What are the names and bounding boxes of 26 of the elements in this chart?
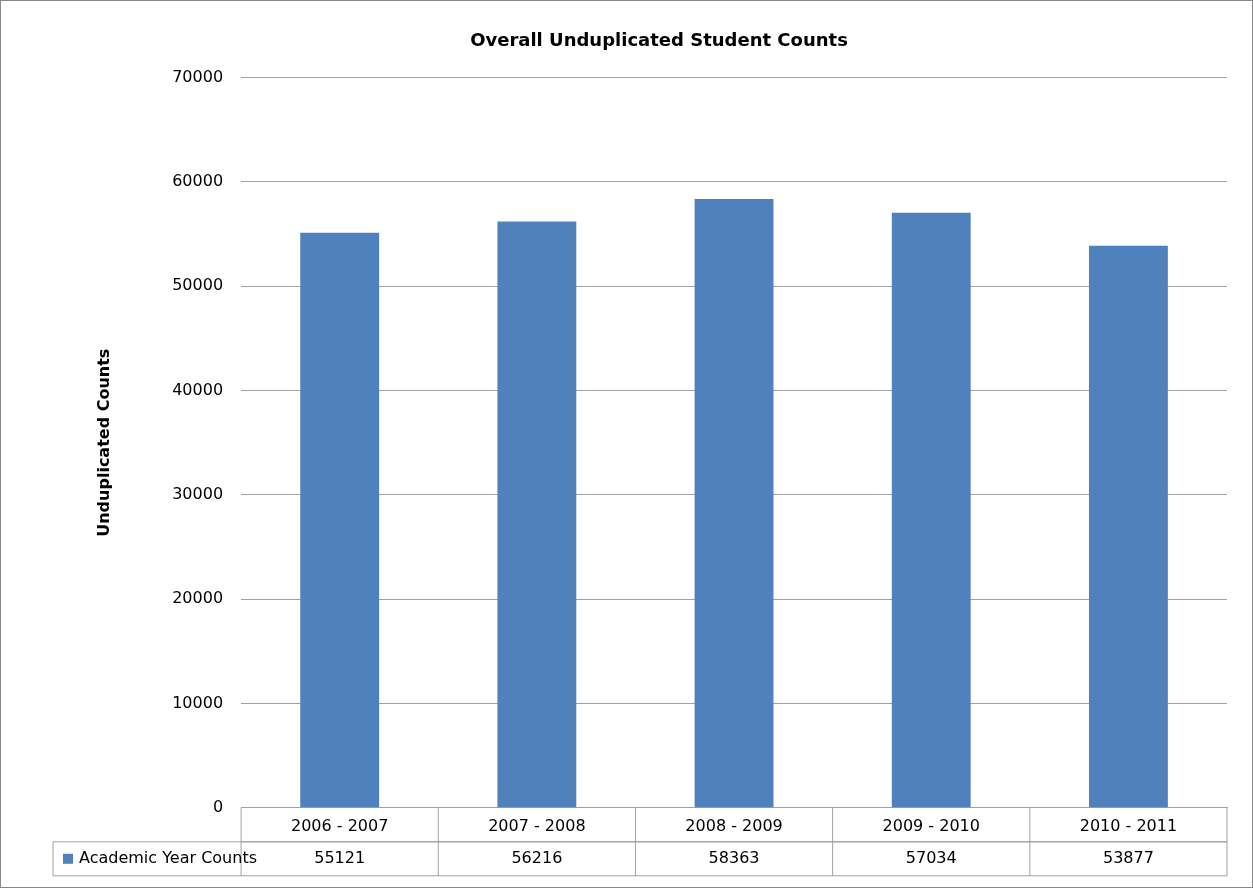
y-tick-label: 10000: [172, 692, 224, 712]
bar: [497, 221, 577, 808]
y-tick-label: 60000: [172, 171, 224, 191]
chart-title: Overall Unduplicated Student Counts: [470, 29, 848, 51]
x-tick-label: 2007 - 2008: [488, 815, 586, 835]
data-label: 55121: [314, 847, 366, 867]
data-label: 58363: [708, 847, 760, 867]
bar: [300, 232, 380, 808]
y-tick-label: 30000: [172, 484, 224, 504]
y-tick-label: 0: [212, 796, 224, 816]
y-tick-label: 20000: [172, 588, 224, 608]
x-tick-label: 2010 - 2011: [1079, 815, 1178, 835]
bar: [1088, 245, 1168, 808]
y-tick-label: 40000: [172, 379, 224, 399]
y-tick-label: 70000: [172, 66, 224, 86]
x-tick-label: 2008 - 2009: [685, 815, 783, 835]
legend-label: Academic Year Counts: [79, 847, 257, 867]
data-label: 56216: [511, 847, 563, 867]
y-axis-title: Unduplicated Counts: [93, 348, 113, 537]
x-tick-label: 2009 - 2010: [882, 815, 980, 835]
data-label: 53877: [1102, 847, 1154, 867]
x-tick-label: 2006 - 2007: [290, 815, 389, 835]
y-tick-label: 50000: [172, 275, 224, 295]
data-label: 57034: [905, 847, 957, 867]
bar: [891, 212, 971, 808]
bar: [694, 198, 774, 808]
